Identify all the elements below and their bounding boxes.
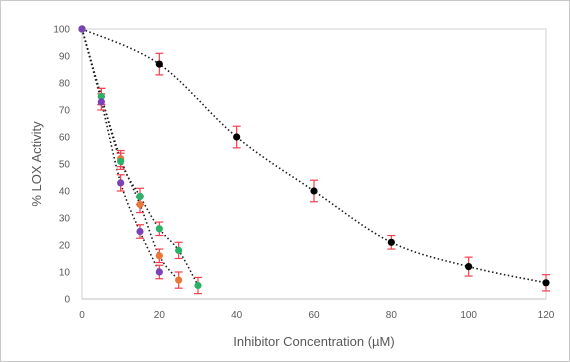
x-tick-label: 40 [231, 310, 243, 321]
data-point [155, 225, 163, 233]
data-point [78, 25, 86, 33]
data-point [175, 276, 183, 284]
y-tick-label: 80 [59, 79, 71, 90]
x-tick-label: 120 [538, 310, 555, 321]
y-tick-label: 90 [59, 52, 71, 63]
plot-area-border [81, 28, 547, 300]
data-point [117, 179, 125, 187]
error-bars [97, 52, 550, 295]
data-point [136, 192, 144, 200]
data-point [136, 227, 144, 236]
x-axis-title: Inhibitor Concentration (µM) [233, 334, 394, 349]
data-point [233, 133, 241, 141]
x-tick-label: 20 [154, 310, 166, 321]
trendlines [81, 28, 547, 286]
y-tick-label: 0 [64, 295, 70, 306]
y-tick-label: 60 [59, 133, 71, 144]
data-point [175, 246, 183, 254]
data-point [155, 60, 163, 68]
data-point [310, 187, 318, 195]
y-tick-label: 50 [59, 160, 71, 171]
trendline-0 [81, 28, 547, 284]
y-tick-label: 40 [59, 187, 71, 198]
trendline-3 [81, 28, 161, 273]
y-tick-label: 100 [53, 25, 70, 36]
y-tick-label: 70 [59, 106, 71, 117]
tick-labels: 0 20 40 60 80 100 120 0 10 20 30 40 50 60 70 80 90 100 [53, 25, 554, 322]
y-tick-label: 30 [59, 214, 71, 225]
data-points [78, 25, 550, 290]
data-point [155, 252, 163, 260]
data-point [155, 268, 163, 276]
y-tick-label: 10 [59, 268, 71, 279]
x-tick-label: 60 [308, 310, 320, 321]
data-point [542, 279, 550, 287]
data-point [97, 92, 105, 101]
x-tick-label: 100 [460, 310, 477, 321]
data-point [465, 263, 473, 271]
trendline-1 [81, 28, 180, 281]
data-point [97, 98, 105, 106]
data-point [117, 157, 125, 165]
trendline-2 [81, 28, 199, 286]
x-tick-label: 0 [79, 310, 85, 321]
y-tick-label: 20 [59, 241, 71, 252]
x-tick-label: 80 [386, 310, 398, 321]
data-point [136, 200, 144, 209]
y-axis-title: % LOX Activity [29, 121, 44, 207]
data-point [387, 238, 395, 246]
data-point [194, 281, 202, 290]
axes [81, 28, 547, 300]
